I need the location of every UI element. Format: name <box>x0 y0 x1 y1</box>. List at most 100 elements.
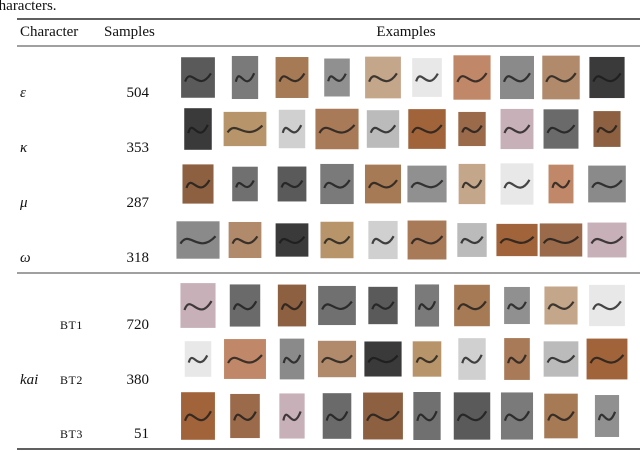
ink-stroke <box>278 235 306 244</box>
ink-stroke <box>415 354 439 364</box>
ink-stroke <box>320 354 353 364</box>
ink-stroke <box>457 300 487 311</box>
example-image <box>277 284 307 327</box>
example-image <box>278 109 306 149</box>
ink-stroke <box>546 124 576 134</box>
example-image <box>184 108 212 150</box>
example-image <box>458 111 486 147</box>
ink-stroke <box>592 72 622 83</box>
samples-cell: 318 <box>127 250 150 266</box>
example-image <box>457 223 487 257</box>
ink-stroke <box>327 73 347 82</box>
ink-stroke <box>416 410 438 422</box>
example-image <box>412 341 442 377</box>
ink-stroke <box>226 124 264 134</box>
ink-stroke <box>461 124 483 134</box>
example-image <box>277 166 307 202</box>
caption-fragment: characters. <box>0 0 57 14</box>
ink-stroke <box>545 72 577 83</box>
ink-stroke <box>227 354 263 364</box>
example-image <box>548 164 574 204</box>
subgroup-cell: BT2 <box>60 373 83 387</box>
ink-stroke <box>461 354 483 364</box>
header-cell: Examples <box>376 24 435 40</box>
ink-stroke <box>461 179 483 189</box>
example-image <box>322 393 352 439</box>
example-image <box>594 395 620 437</box>
character-cell: ε <box>20 85 26 101</box>
ink-stroke <box>371 235 395 245</box>
ink-stroke <box>235 179 255 189</box>
ink-stroke <box>417 300 437 311</box>
samples-cell: 287 <box>127 195 150 211</box>
ink-stroke <box>507 354 527 364</box>
example-image <box>368 220 398 260</box>
ink-stroke <box>179 235 217 245</box>
ink-stroke <box>231 235 259 245</box>
header-cell: Character <box>20 24 78 40</box>
ink-stroke <box>542 235 580 245</box>
ink-stroke <box>282 354 302 364</box>
ink-stroke <box>323 179 351 189</box>
group-label: kai <box>20 372 38 388</box>
ink-stroke <box>551 179 571 189</box>
ink-stroke <box>184 72 212 83</box>
ink-stroke <box>547 301 575 310</box>
ink-stroke <box>278 72 306 83</box>
ink-stroke <box>415 73 439 82</box>
ink-stroke <box>507 301 527 310</box>
ink-stroke <box>367 354 399 364</box>
ink-stroke <box>503 179 531 189</box>
ink-stroke <box>456 72 488 83</box>
ink-stroke <box>502 72 531 83</box>
ink-stroke <box>183 300 213 311</box>
character-cell: κ <box>20 140 28 156</box>
ink-stroke <box>371 301 395 310</box>
example-image <box>231 55 259 100</box>
example-image <box>368 286 398 325</box>
ink-stroke <box>367 179 398 189</box>
ink-stroke <box>366 410 400 422</box>
ink-stroke <box>185 179 211 189</box>
ink-stroke <box>460 235 484 245</box>
ink-stroke <box>503 124 531 134</box>
ink-stroke <box>592 300 622 311</box>
ink-stroke <box>234 72 256 83</box>
ink-stroke <box>589 354 625 364</box>
ink-stroke <box>325 410 349 421</box>
ink-stroke <box>499 235 535 244</box>
ink-stroke <box>232 300 258 311</box>
ink-stroke <box>591 179 623 189</box>
example-image <box>324 58 350 97</box>
ink-stroke <box>411 124 443 134</box>
example-image <box>184 341 212 377</box>
character-cell: ω <box>20 250 31 266</box>
ink-stroke <box>281 124 303 134</box>
samples-cell: 380 <box>127 372 150 388</box>
ink-stroke <box>233 411 257 421</box>
ink-stroke <box>282 411 302 421</box>
example-image <box>504 338 530 380</box>
example-image <box>412 58 442 97</box>
example-image <box>458 163 486 205</box>
ink-stroke <box>597 411 617 421</box>
ink-stroke <box>590 235 624 245</box>
ink-stroke <box>456 410 488 422</box>
example-image <box>414 284 440 327</box>
example-image <box>593 111 621 147</box>
header-cell: Samples <box>104 24 155 40</box>
example-image <box>504 286 530 325</box>
ink-stroke <box>368 72 398 83</box>
example-image <box>229 284 261 327</box>
samples-cell: 353 <box>127 140 150 156</box>
example-image <box>232 166 258 202</box>
character-cell: μ <box>19 195 28 211</box>
example-image <box>458 338 486 380</box>
samples-cell: 504 <box>127 85 150 101</box>
example-image <box>279 338 305 380</box>
example-image <box>279 393 305 439</box>
samples-cell: 51 <box>134 426 149 442</box>
ink-stroke <box>369 124 397 134</box>
ink-stroke <box>187 354 209 364</box>
